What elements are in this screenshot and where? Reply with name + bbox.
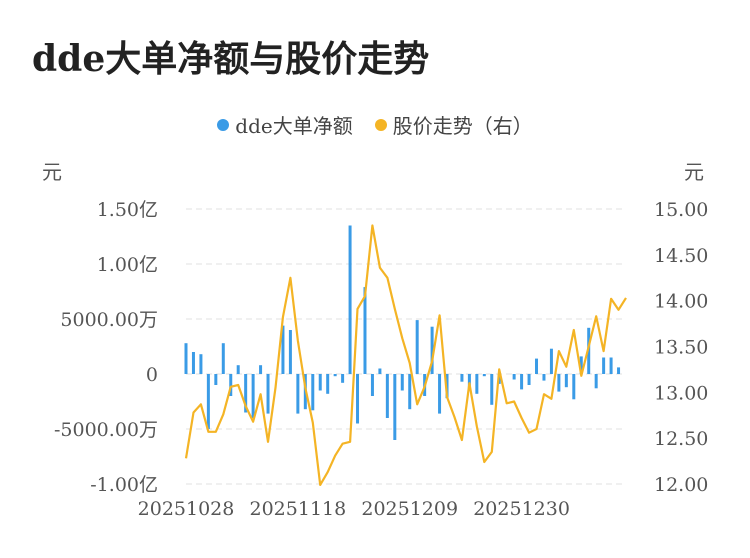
- right-tick-label: 13.00: [654, 382, 708, 404]
- dde-bar: [266, 374, 270, 414]
- left-tick-label: -5000.00万: [54, 419, 158, 441]
- dde-bar: [408, 374, 412, 410]
- right-tick-label: 14.00: [654, 291, 708, 313]
- dde-bar: [378, 368, 382, 374]
- dde-bar: [341, 374, 345, 383]
- dde-bar: [333, 374, 337, 377]
- legend-label-price: 股价走势（右）: [392, 114, 533, 138]
- x-tick-label: 20251028: [138, 498, 235, 520]
- chart-legend: dde大单净额 股价走势（右）: [0, 110, 750, 139]
- dde-bar: [579, 356, 583, 374]
- dde-bar: [535, 358, 539, 374]
- x-tick-label: 20251209: [361, 498, 458, 520]
- legend-item-dde[interactable]: dde大单净额: [217, 110, 353, 139]
- dde-bar: [370, 374, 374, 396]
- dde-bar: [490, 374, 494, 405]
- dde-bar: [221, 343, 225, 374]
- dde-bar: [191, 352, 195, 374]
- dde-bar: [400, 374, 404, 391]
- dde-bar: [564, 374, 568, 388]
- dde-bar: [288, 330, 292, 374]
- dde-bar: [385, 374, 389, 418]
- legend-item-price[interactable]: 股价走势（右）: [374, 110, 533, 139]
- price-line: [184, 224, 627, 486]
- dde-bar: [229, 374, 233, 396]
- dde-bar: [348, 225, 352, 374]
- legend-marker-price: [374, 118, 387, 131]
- left-tick-label: -1.00亿: [90, 474, 158, 496]
- dde-bar: [206, 374, 210, 429]
- right-tick-label: 12.00: [654, 474, 708, 496]
- legend-marker-dde: [217, 118, 230, 131]
- dde-bar: [602, 357, 606, 374]
- chart-title: dde大单净额与股价走势: [32, 38, 430, 80]
- dde-bar: [244, 374, 248, 413]
- dde-bar: [520, 374, 524, 390]
- right-axis-unit: 元: [684, 160, 704, 184]
- dde-bar: [281, 325, 285, 374]
- dde-bar: [475, 374, 479, 394]
- dde-bar: [527, 374, 531, 385]
- dde-bar: [594, 374, 598, 389]
- right-tick-label: 14.50: [654, 245, 708, 267]
- left-tick-label: 1.50亿: [97, 199, 158, 221]
- dde-bar: [236, 365, 240, 374]
- right-tick-label: 13.50: [654, 337, 708, 359]
- dde-bar: [251, 374, 255, 418]
- x-tick-label: 20251230: [473, 498, 570, 520]
- dde-bar: [430, 326, 434, 374]
- dde-bar: [512, 374, 516, 380]
- dde-bar: [326, 374, 330, 394]
- dde-bar: [438, 374, 442, 414]
- dde-bar: [393, 374, 397, 440]
- dde-bar: [542, 374, 546, 381]
- dde-bar: [259, 365, 263, 374]
- left-axis-unit: 元: [42, 160, 62, 184]
- dde-bar: [296, 374, 300, 414]
- legend-label-dde: dde大单净额: [235, 114, 353, 138]
- x-tick-label: 20251118: [250, 498, 347, 520]
- dde-bar: [572, 374, 576, 400]
- dde-bar: [609, 357, 613, 374]
- dde-bar: [363, 287, 367, 374]
- dde-bar: [199, 354, 203, 374]
- dde-bar: [617, 367, 621, 374]
- left-tick-label: 5000.00万: [60, 309, 158, 331]
- dde-bar: [415, 320, 419, 374]
- dde-bar: [460, 374, 464, 382]
- dde-bar: [311, 374, 315, 411]
- left-tick-label: 0: [146, 364, 158, 386]
- dde-bar: [482, 374, 486, 377]
- dde-bar: [356, 374, 360, 424]
- dde-bar: [184, 343, 188, 374]
- dde-bar: [549, 348, 553, 374]
- left-tick-label: 1.00亿: [97, 254, 158, 276]
- dde-bar: [318, 374, 322, 391]
- right-tick-label: 15.00: [654, 199, 708, 221]
- dde-bar: [214, 374, 218, 385]
- right-tick-label: 12.50: [654, 428, 708, 450]
- dde-bar: [557, 374, 561, 392]
